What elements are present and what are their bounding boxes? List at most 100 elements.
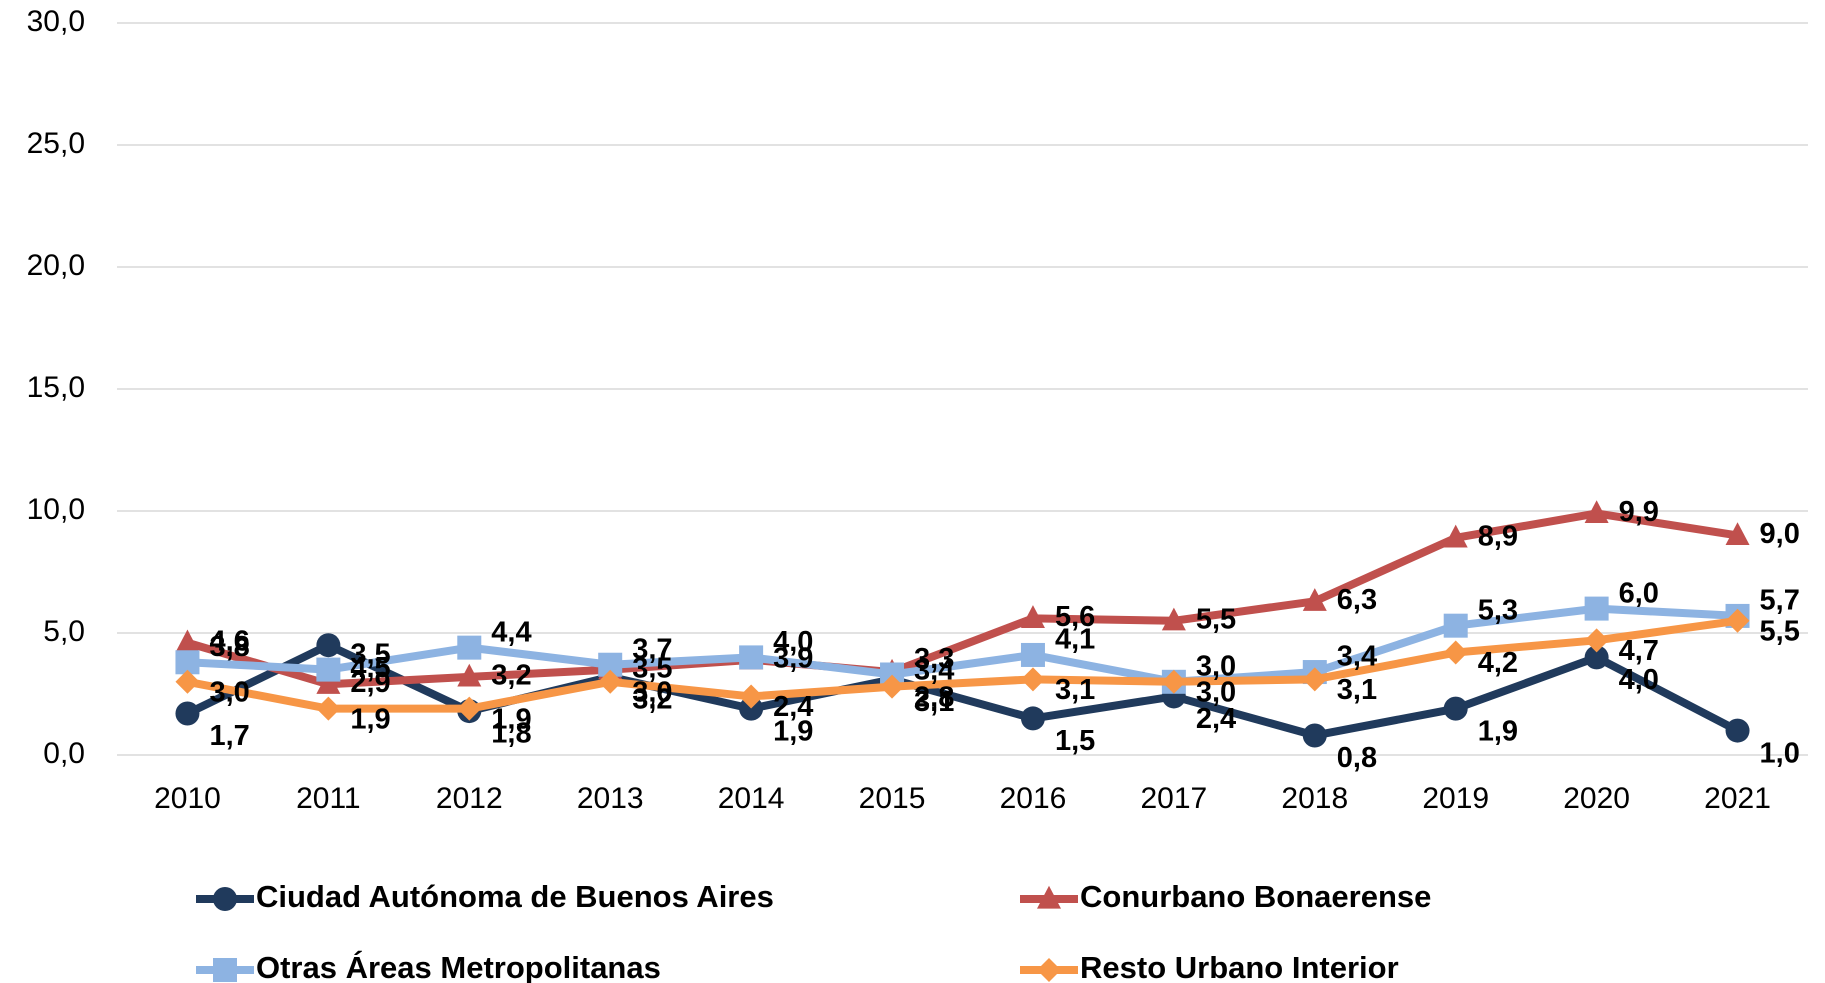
data-label: 5,6 xyxy=(1055,601,1095,633)
x-tick-label: 2020 xyxy=(1563,782,1630,815)
marker xyxy=(1037,885,1061,909)
data-label: 5,5 xyxy=(1760,615,1800,647)
y-tick-label: 30,0 xyxy=(27,5,85,38)
marker xyxy=(316,671,341,694)
y-tick-label: 15,0 xyxy=(27,371,85,404)
data-label: 4,0 xyxy=(773,626,813,658)
x-tick-label: 2017 xyxy=(1141,782,1208,815)
y-tick-label: 5,0 xyxy=(43,615,85,648)
marker xyxy=(1020,642,1045,667)
data-label: 1,5 xyxy=(1055,725,1095,757)
data-label: 1,9 xyxy=(491,703,531,735)
data-label: 8,9 xyxy=(1478,520,1518,552)
data-label: 6,3 xyxy=(1337,584,1377,616)
data-label: 1,8 xyxy=(491,718,531,750)
data-label: 1,7 xyxy=(209,720,249,752)
data-label: 9,9 xyxy=(1619,496,1659,528)
x-tick-label: 2021 xyxy=(1704,782,1771,815)
data-label: 3,1 xyxy=(914,686,954,718)
data-label: 4,5 xyxy=(350,652,390,684)
data-label: 3,5 xyxy=(350,638,390,670)
legend-label: Otras Áreas Metropolitanas xyxy=(256,950,661,983)
marker xyxy=(1443,640,1468,665)
x-tick-label: 2010 xyxy=(154,782,221,815)
marker xyxy=(316,633,341,658)
marker xyxy=(739,645,764,670)
data-label: 1,9 xyxy=(773,715,813,747)
data-label: 3,0 xyxy=(1196,676,1236,708)
data-label: 1,0 xyxy=(1760,737,1800,769)
x-tick-label: 2013 xyxy=(577,782,644,815)
data-label: 5,5 xyxy=(1196,603,1236,635)
y-tick-label: 10,0 xyxy=(27,493,85,526)
marker xyxy=(1443,696,1468,721)
data-label: 3,9 xyxy=(773,642,813,674)
data-label: 3,5 xyxy=(632,652,672,684)
y-tick-label: 0,0 xyxy=(43,737,85,770)
legend-label: Ciudad Autónoma de Buenos Aires xyxy=(256,879,774,914)
data-label: 3,8 xyxy=(209,631,249,663)
marker xyxy=(213,958,237,982)
marker xyxy=(175,701,200,726)
marker xyxy=(175,669,200,694)
x-tick-label: 2012 xyxy=(436,782,503,815)
marker xyxy=(880,674,905,699)
marker xyxy=(1302,588,1327,611)
marker xyxy=(1020,667,1045,692)
marker xyxy=(1443,524,1468,548)
data-label: 3,0 xyxy=(1196,650,1236,682)
data-label: 2,4 xyxy=(773,691,813,723)
data-label: 1,9 xyxy=(350,703,390,735)
marker xyxy=(175,629,200,653)
data-label: 3,0 xyxy=(209,676,249,708)
data-label: 9,0 xyxy=(1760,518,1800,550)
marker xyxy=(739,696,764,721)
data-label: 0,8 xyxy=(1337,742,1377,774)
series-line xyxy=(186,616,1739,713)
marker xyxy=(316,657,341,682)
series-line xyxy=(187,604,1738,686)
marker xyxy=(1584,500,1609,524)
marker xyxy=(1584,645,1609,670)
marker xyxy=(1725,522,1750,545)
data-label: 5,7 xyxy=(1760,585,1800,617)
marker xyxy=(457,635,482,660)
marker xyxy=(1161,607,1186,631)
data-label: 3,1 xyxy=(1055,674,1095,706)
data-label: 3,2 xyxy=(632,684,672,716)
data-label: 3,3 xyxy=(914,643,954,675)
x-tick-label: 2016 xyxy=(1000,782,1067,815)
legend-label: Resto Urbano Interior xyxy=(1080,950,1399,983)
data-label: 2,4 xyxy=(1196,703,1236,735)
marker xyxy=(1020,605,1045,628)
marker xyxy=(316,696,341,721)
data-label: 4,0 xyxy=(1619,664,1659,696)
marker xyxy=(457,696,482,721)
marker xyxy=(1584,596,1609,621)
data-label: 3,4 xyxy=(914,655,954,687)
data-label: 4,6 xyxy=(209,625,249,657)
x-tick-label: 2019 xyxy=(1422,782,1489,815)
data-label: 2,8 xyxy=(914,681,954,713)
marker xyxy=(213,887,237,911)
marker xyxy=(1302,723,1327,748)
data-label: 3,1 xyxy=(1337,674,1377,706)
marker xyxy=(739,684,764,709)
data-label: 5,3 xyxy=(1478,594,1518,626)
y-tick-label: 25,0 xyxy=(27,127,85,160)
data-label: 3,0 xyxy=(632,676,672,708)
data-label: 2,9 xyxy=(350,667,390,699)
data-label: 3,2 xyxy=(491,660,531,692)
x-tick-label: 2014 xyxy=(718,782,785,815)
marker xyxy=(1725,608,1750,633)
marker xyxy=(598,669,623,694)
data-label: 6,0 xyxy=(1619,577,1659,609)
series-line xyxy=(186,509,1739,689)
marker xyxy=(457,663,482,687)
marker xyxy=(1302,667,1327,692)
data-label: 4,4 xyxy=(491,616,531,648)
y-tick-label: 20,0 xyxy=(27,249,85,282)
data-label: 4,2 xyxy=(1478,647,1518,679)
x-tick-label: 2015 xyxy=(859,782,926,815)
